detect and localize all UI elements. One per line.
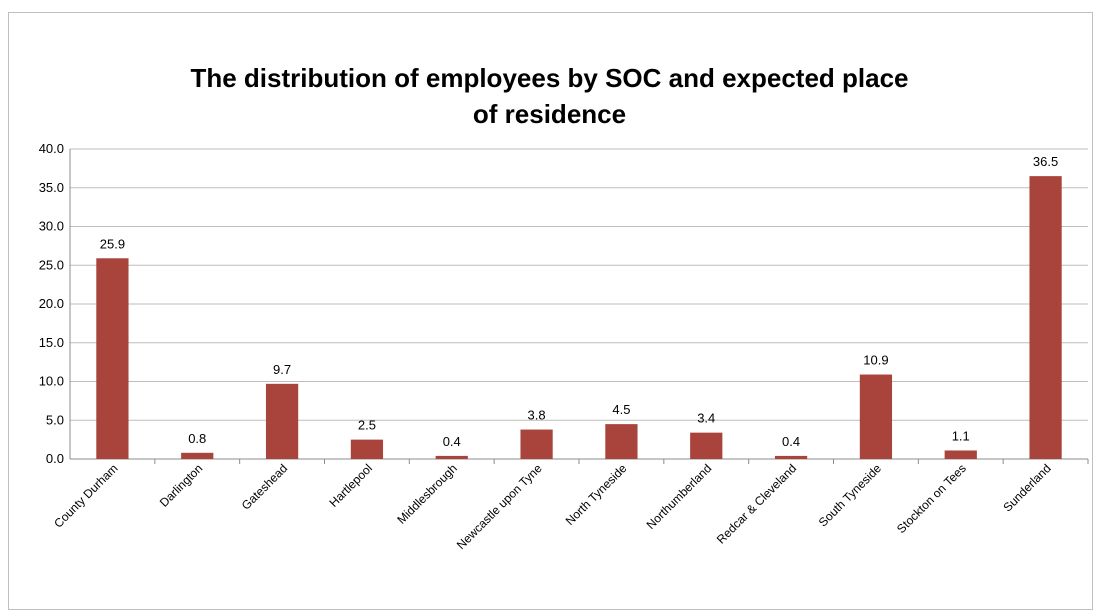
bar — [605, 424, 638, 459]
data-label: 36.5 — [1033, 154, 1058, 169]
bar — [1029, 176, 1062, 459]
y-axis-tick-labels: 0.0 5.0 10.0 15.0 20.0 25.0 30.0 35.0 40.0 — [39, 141, 64, 466]
x-category-label: Darlington — [157, 461, 206, 510]
bar — [265, 383, 299, 459]
bar — [350, 439, 384, 459]
chart-frame — [8, 12, 1093, 610]
gridlines — [69, 148, 1089, 464]
chart-title-line-2: of residence — [472, 99, 627, 129]
y-tick-label: 35.0 — [39, 180, 64, 195]
x-axis-category-labels: County Durham Darlington Gateshead Hartlepo… — [51, 461, 1053, 552]
y-tick-label: 0.0 — [46, 451, 64, 466]
bar — [774, 455, 808, 459]
data-label: 0.4 — [443, 434, 461, 449]
data-label: 10.9 — [863, 353, 888, 368]
data-label: 1.1 — [952, 428, 970, 443]
data-label: 25.9 — [100, 236, 125, 251]
data-label: 4.5 — [612, 402, 630, 417]
chart-title: The distribution of employees by SOC and… — [0, 60, 1099, 132]
y-tick-label: 25.0 — [39, 257, 64, 272]
bar — [181, 452, 214, 459]
x-category-label: Redcar & Cleveland — [714, 461, 799, 546]
y-tick-label: 15.0 — [39, 335, 64, 350]
bars — [96, 176, 1062, 459]
y-tick-label: 5.0 — [46, 412, 64, 427]
x-category-label: North Tyneside — [563, 461, 630, 528]
bar — [690, 432, 723, 459]
bar — [520, 429, 553, 459]
x-category-label: Newcastle upon Tyne — [454, 461, 545, 552]
x-category-label: Gateshead — [239, 461, 290, 512]
data-label: 9.7 — [273, 362, 291, 377]
x-category-label: Northumberland — [644, 461, 715, 532]
chart-title-line-1: The distribution of employees by SOC and… — [190, 63, 909, 93]
bar — [96, 258, 129, 459]
data-label: 0.8 — [188, 431, 206, 446]
x-category-label: Hartlepool — [326, 461, 375, 510]
y-tick-label: 30.0 — [39, 219, 64, 234]
x-category-label: Stockton on Tees — [894, 461, 969, 536]
bar — [944, 450, 977, 459]
y-tick-label: 20.0 — [39, 296, 64, 311]
bar — [435, 455, 468, 459]
x-category-label: Middlesbrough — [394, 461, 460, 527]
data-label: 0.4 — [782, 434, 800, 449]
y-tick-label: 10.0 — [39, 374, 64, 389]
data-label: 3.8 — [528, 408, 546, 423]
bar — [859, 374, 893, 459]
x-category-label: Sunderland — [1000, 461, 1053, 514]
y-tick-label: 40.0 — [39, 141, 64, 156]
data-label: 3.4 — [697, 411, 715, 426]
x-category-label: South Tyneside — [816, 461, 884, 529]
data-label: 2.5 — [358, 418, 376, 433]
data-labels: 25.9 0.8 9.7 2.5 0.4 3.8 4.5 3.4 0.4 10.9 1.1 36.5 — [100, 154, 1058, 449]
x-category-label: County Durham — [51, 461, 120, 530]
